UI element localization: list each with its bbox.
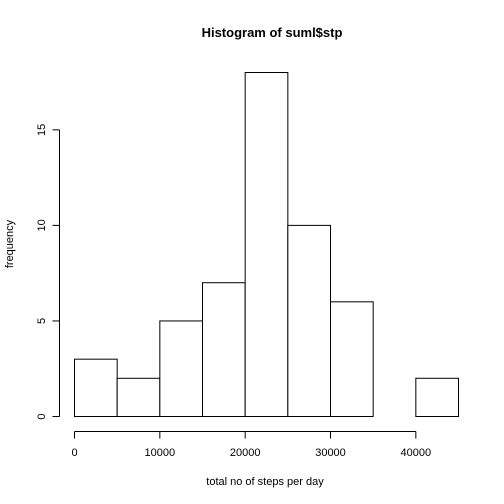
y-axis-label: frequency <box>4 219 16 268</box>
x-tick-label: 40000 <box>401 447 432 459</box>
y-axis: 0 5 10 15 <box>36 124 60 420</box>
y-tick-label: 0 <box>36 413 48 419</box>
histogram-bar <box>159 320 203 418</box>
histogram-bar <box>330 301 374 418</box>
histogram-bars <box>74 72 460 418</box>
y-tick-label: 10 <box>36 219 48 231</box>
x-tick-label: 30000 <box>315 447 346 459</box>
histogram-bar <box>244 72 289 417</box>
histogram-bar <box>287 224 332 417</box>
x-tick-label: 0 <box>71 447 77 459</box>
x-tick-label: 20000 <box>230 447 261 459</box>
histogram-bar <box>202 282 246 417</box>
chart-title: Histogram of suml$stp <box>202 25 343 40</box>
histogram-bar <box>415 377 460 417</box>
x-tick-label: 10000 <box>145 447 176 459</box>
histogram-bar <box>116 377 161 417</box>
x-axis-label: total no of steps per day <box>206 476 324 488</box>
y-tick-label: 15 <box>36 124 48 136</box>
y-tick-label: 5 <box>36 318 48 324</box>
histogram-bar <box>74 358 118 417</box>
x-axis: 0 10000 20000 30000 40000 <box>71 431 432 459</box>
